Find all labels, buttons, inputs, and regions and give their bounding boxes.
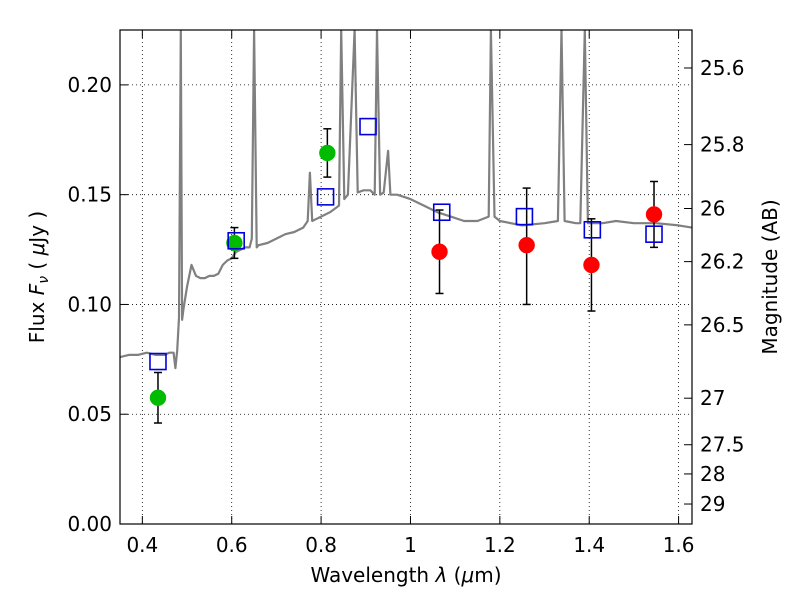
- y-tick-label: 0.00: [67, 512, 112, 536]
- photometry-point: [645, 206, 663, 223]
- model-flux-square: [515, 207, 534, 226]
- x-tick-label: 0.8: [305, 533, 337, 557]
- model-spectrum-line: [120, 30, 692, 370]
- x-tick-label: 1: [404, 533, 417, 557]
- x-tick-label: 0.6: [216, 533, 248, 557]
- y-tick-label: 0.05: [67, 402, 112, 426]
- photometry-point: [431, 243, 448, 261]
- y2-tick-label: 27: [700, 386, 725, 410]
- y2-tick-label: 25.8: [700, 133, 745, 157]
- y2-tick-label: 26.5: [700, 313, 745, 337]
- y2-tick-label: 28: [700, 462, 725, 486]
- photometry-point: [583, 256, 600, 274]
- photometry-point: [518, 236, 535, 254]
- model-flux-square: [149, 352, 167, 371]
- x-tick-label: 1.6: [663, 533, 695, 557]
- y2-tick-label: 26: [700, 196, 725, 220]
- photometry-point: [149, 389, 167, 407]
- y-tick-label: 0.15: [67, 183, 112, 207]
- data-series: [120, 30, 692, 424]
- y2-tick-label: 29: [700, 492, 725, 516]
- model-flux-square: [583, 220, 602, 239]
- model-flux-square: [359, 117, 377, 136]
- x-tick-label: 1.4: [573, 533, 605, 557]
- model-flux-square: [432, 203, 451, 222]
- photometry-point: [319, 144, 336, 162]
- y-axis-label: Flux Fν ( μJy ): [25, 211, 52, 343]
- x-tick-label: 0.4: [126, 533, 158, 557]
- axis-ticks: 0.4 0.6 0.8 1 1.2 1.4 1.6 0.00 0.05 0.10 0.15 0.20 2…: [67, 30, 745, 557]
- plot-frame: [119, 29, 693, 525]
- y2-tick-label: 25.6: [700, 56, 745, 80]
- model-flux-square: [227, 231, 245, 250]
- y2-axis-label: Magnitude (AB): [758, 199, 782, 354]
- y-tick-label: 0.10: [67, 292, 112, 316]
- y2-tick-label: 27.5: [700, 433, 745, 457]
- model-flux-square: [316, 188, 335, 206]
- x-axis-label: Wavelength λ (μm): [310, 563, 501, 587]
- x-tick-label: 1.2: [484, 533, 516, 557]
- y2-tick-label: 26.2: [700, 250, 745, 274]
- model-flux-square: [645, 225, 663, 243]
- photometry-point: [226, 234, 243, 252]
- y-tick-label: 0.20: [67, 73, 112, 97]
